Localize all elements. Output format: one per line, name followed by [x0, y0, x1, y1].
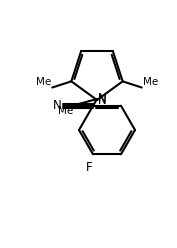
Text: Me: Me — [58, 106, 73, 116]
Text: N: N — [98, 93, 107, 106]
Text: N: N — [53, 99, 62, 112]
Text: Me: Me — [36, 77, 51, 87]
Text: F: F — [86, 161, 92, 174]
Text: N: N — [98, 93, 107, 105]
Text: Me: Me — [143, 77, 158, 87]
